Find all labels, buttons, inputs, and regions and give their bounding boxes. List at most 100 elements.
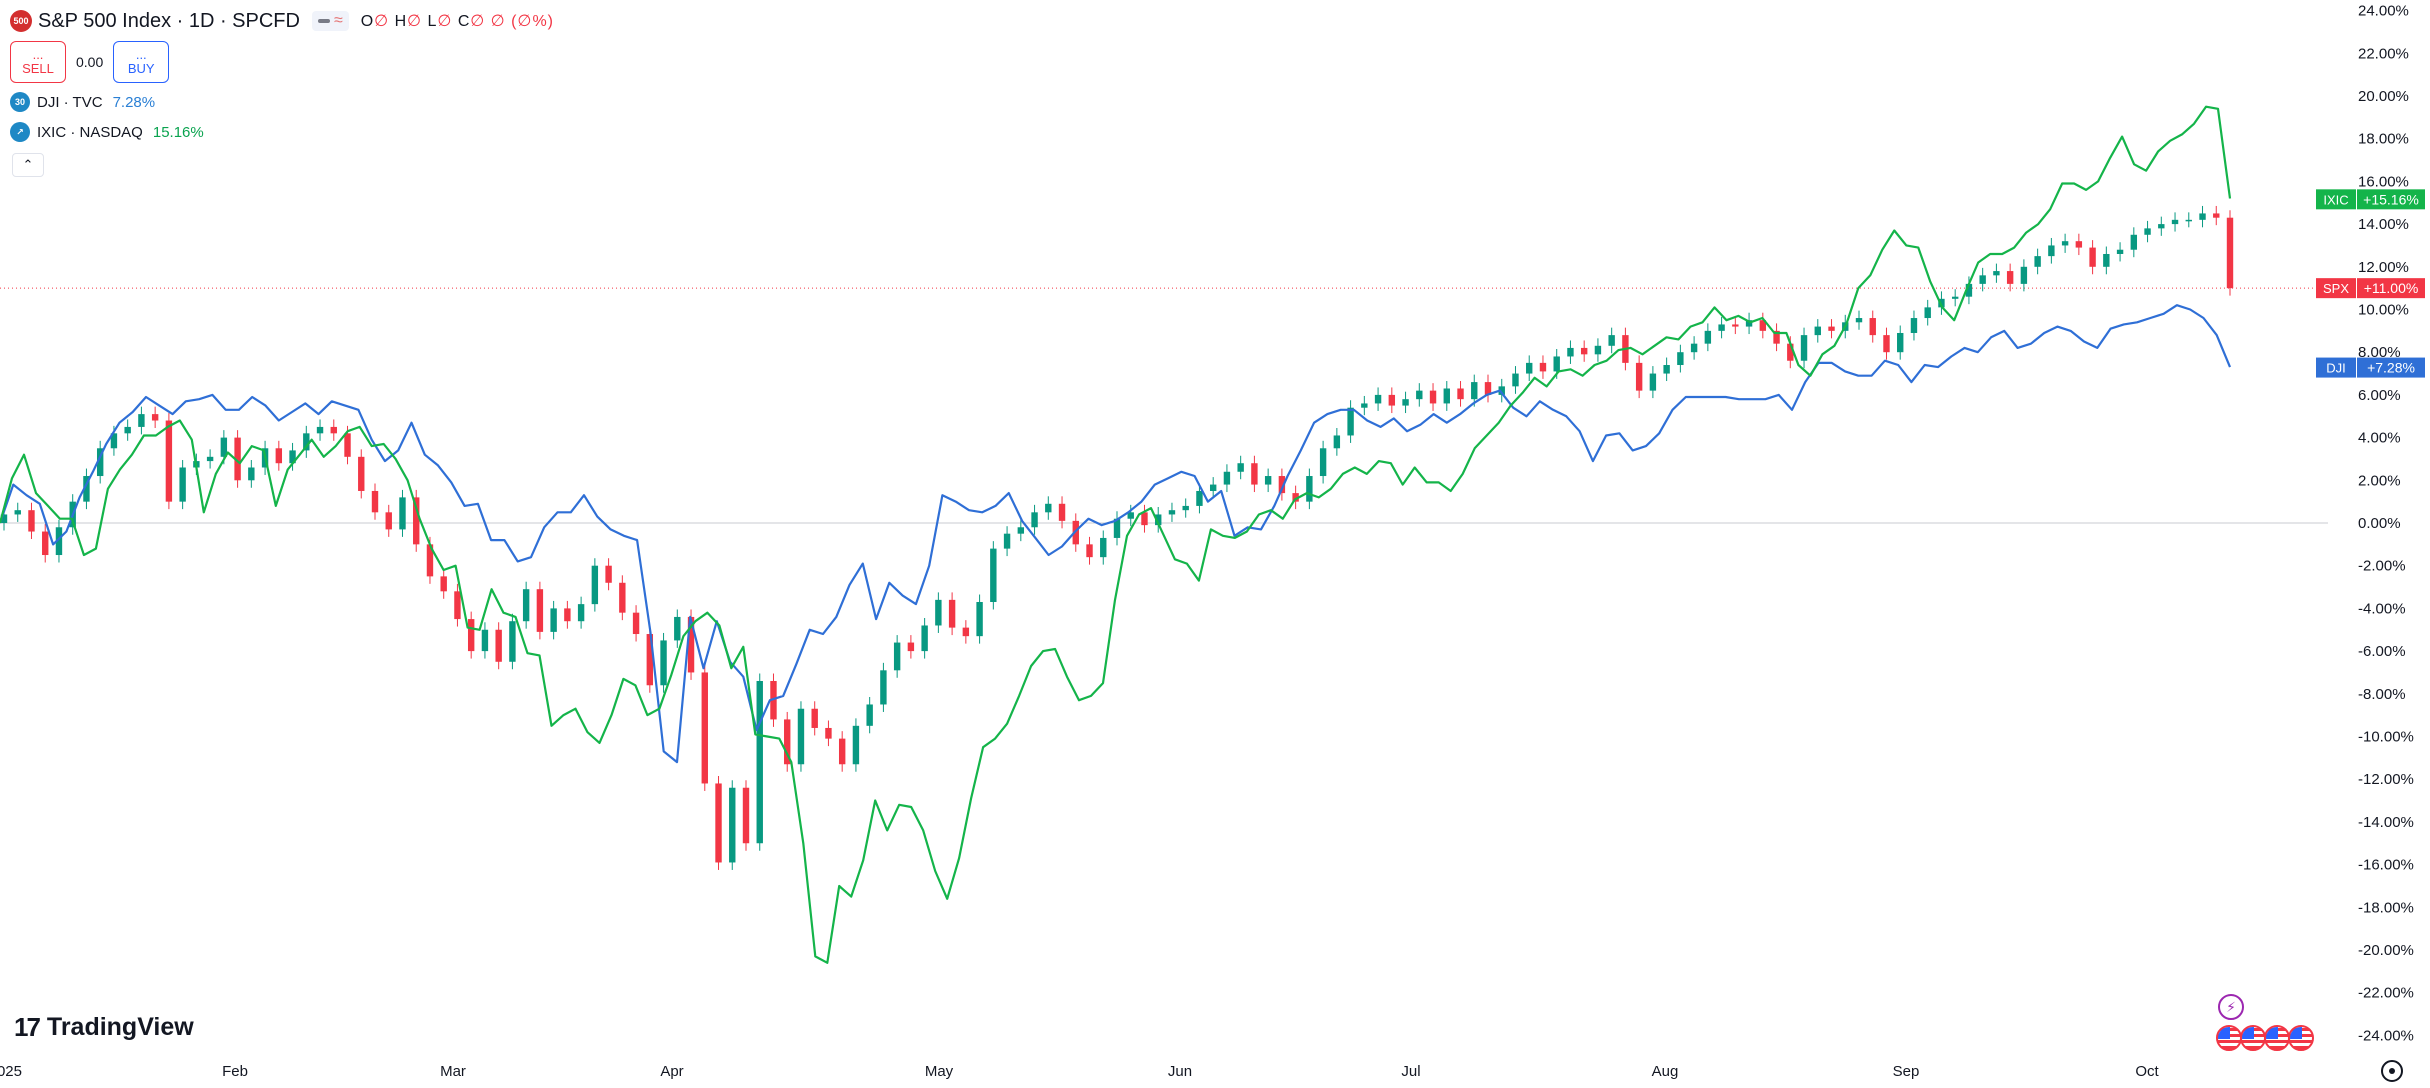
candle — [1787, 343, 1794, 361]
candle — [1017, 527, 1025, 534]
candle — [2185, 219, 2192, 222]
y-tick-label: 8.00% — [2358, 344, 2401, 361]
spx-symbol-icon[interactable]: 500 — [10, 10, 32, 32]
us-flag-icon[interactable] — [2240, 1025, 2266, 1051]
candle — [1608, 335, 1615, 346]
y-tick-label: 4.00% — [2358, 430, 2401, 447]
candle — [770, 680, 777, 720]
chevron-up-icon: ⌃ — [22, 157, 34, 172]
comparison-dji[interactable]: 30 DJI · TVC 7.28% — [10, 92, 155, 112]
ohlc-values: O∅ H∅ L∅ C∅ ∅ (∅%) — [360, 13, 554, 30]
candle — [1237, 463, 1244, 472]
price-axis[interactable]: 24.00% 22.00% 20.00% 18.00% 16.00% 14.00% 12.0… — [2358, 3, 2414, 1045]
y-tick-label: 0.00% — [2358, 515, 2401, 532]
candle — [2130, 234, 2138, 250]
candle — [1745, 320, 1753, 327]
y-tick-label: 24.00% — [2358, 3, 2409, 20]
candle — [1759, 320, 1767, 331]
candle — [564, 608, 571, 622]
candle — [2171, 219, 2179, 225]
candle — [838, 738, 846, 765]
candle — [1718, 324, 1725, 331]
candle — [674, 616, 681, 641]
candle — [1498, 386, 1505, 395]
candle — [1484, 382, 1492, 395]
comparison-ixic[interactable]: ↗ IXIC · NASDAQ 15.16% — [10, 122, 204, 142]
candle — [83, 476, 90, 502]
candle — [742, 787, 750, 844]
candle — [1910, 318, 1918, 333]
candle — [550, 608, 557, 632]
us-flag-icon[interactable] — [2264, 1025, 2290, 1051]
symbol-title[interactable]: S&P 500 Index · 1D · SPCFD — [38, 9, 300, 32]
dji-last-label: DJI +7.28% — [2316, 357, 2425, 378]
candle — [976, 601, 983, 637]
candle — [0, 514, 8, 523]
y-tick-label: -8.00% — [2358, 686, 2406, 703]
candle — [14, 510, 21, 515]
candle — [1429, 390, 1437, 404]
candle — [344, 433, 351, 457]
dji-line — [0, 304, 2232, 764]
last-value-labels: IXIC +15.16% SPX +11.00% DJI +7.28% — [2316, 189, 2425, 378]
candle — [2089, 247, 2096, 267]
label-value-box — [2357, 357, 2425, 378]
candle — [1113, 518, 1121, 538]
candle — [42, 531, 49, 556]
candle — [495, 629, 502, 662]
lightning-icon[interactable]: ⚡ — [2218, 994, 2244, 1020]
time-axis[interactable]: 2025 Feb Mar Apr May Jun Jul Aug Sep Oct — [0, 1063, 2159, 1080]
candle — [1031, 512, 1038, 528]
candle — [1993, 271, 2000, 276]
label-tag — [2316, 278, 2356, 299]
y-tick-label: -6.00% — [2358, 643, 2406, 660]
candle — [1168, 510, 1176, 515]
tradingview-logo[interactable]: 17 TradingView — [14, 1012, 194, 1043]
chart-style-pill[interactable]: ≈ — [311, 11, 349, 31]
candle — [1264, 476, 1272, 485]
us-flag-icon[interactable] — [2288, 1025, 2314, 1051]
candle — [1580, 347, 1588, 355]
y-tick-label: 2.00% — [2358, 472, 2401, 489]
collapse-legend-button[interactable]: ⌃ — [12, 153, 44, 177]
candle — [1800, 335, 1808, 361]
candle — [1100, 537, 1107, 558]
candle — [275, 448, 283, 464]
comparison-value: 15.16% — [152, 123, 204, 141]
candle — [440, 576, 447, 592]
candle — [811, 708, 818, 728]
candle — [1402, 399, 1409, 406]
candle — [729, 787, 736, 863]
candle — [234, 437, 241, 481]
candle — [138, 414, 145, 427]
candle — [687, 616, 695, 673]
comparison-name: DJI · TVC — [37, 93, 103, 111]
y-tick-label: 6.00% — [2358, 387, 2401, 404]
x-tick-label: Mar — [440, 1063, 466, 1080]
x-tick-label: Jul — [1401, 1063, 1420, 1080]
sell-button[interactable]: ... SELL — [10, 41, 66, 83]
gear-icon[interactable] — [2381, 1060, 2403, 1082]
y-tick-label: -14.00% — [2358, 814, 2414, 831]
candle — [96, 448, 104, 477]
candle — [1374, 394, 1382, 404]
candle — [907, 642, 915, 652]
candle — [2075, 241, 2083, 248]
label-value-box — [2357, 189, 2425, 210]
candle — [1003, 533, 1011, 549]
x-tick-label: Sep — [1893, 1063, 1920, 1080]
candle — [481, 629, 489, 652]
comparison-name: IXIC · NASDAQ — [37, 123, 143, 141]
candle — [1704, 330, 1712, 344]
candle — [1251, 463, 1258, 485]
candle — [316, 426, 324, 434]
candle — [522, 589, 530, 622]
candle — [1732, 324, 1739, 327]
candle — [28, 510, 35, 532]
candle — [55, 527, 63, 556]
candle — [1072, 520, 1079, 545]
buy-button[interactable]: ... BUY — [113, 41, 170, 83]
trade-buttons: ... SELL 0.00 ... BUY — [10, 41, 170, 83]
us-flag-icon[interactable] — [2216, 1025, 2242, 1051]
